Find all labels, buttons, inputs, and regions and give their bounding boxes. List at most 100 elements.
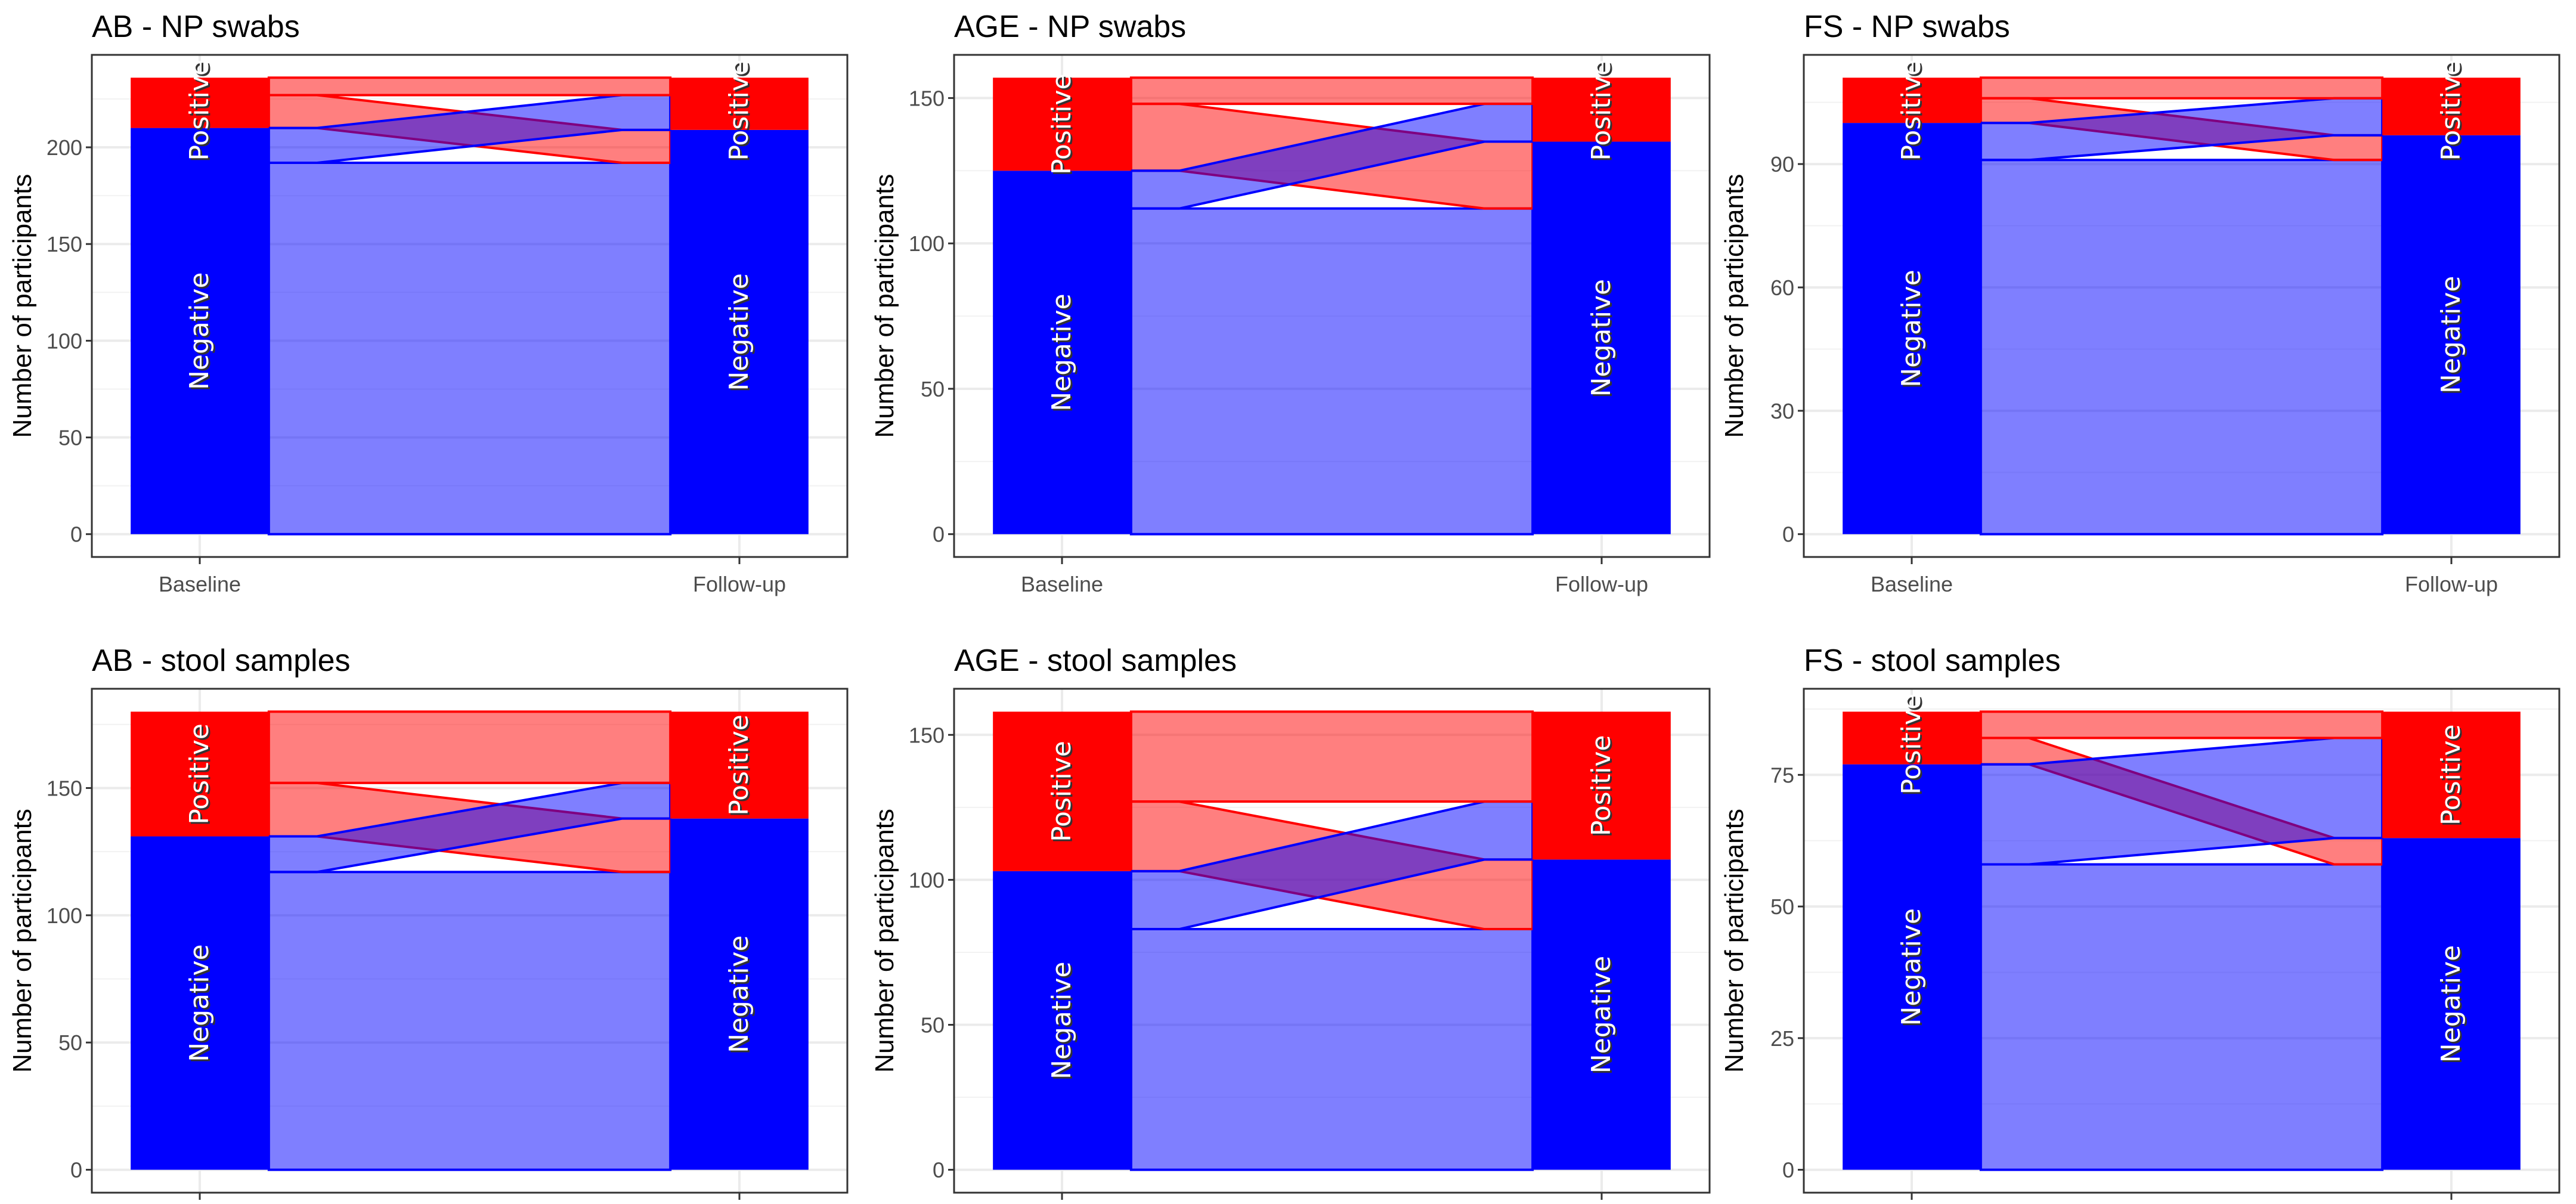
stratum-negative-baseline	[993, 171, 1131, 534]
chart-title: FS - NP swabs	[1804, 10, 2010, 44]
chart-panel: AB - stool samples Positive Negative Positi…	[8, 643, 849, 1200]
stratum-label: Negative	[2436, 945, 2466, 1063]
panel-border	[1803, 54, 2560, 558]
y-tick-label: 100	[909, 868, 945, 892]
y-tick-label: 50	[58, 426, 82, 450]
y-tick-label: 0	[1782, 1158, 1794, 1183]
stratum-negative-follow-up	[1532, 141, 1671, 534]
y-tick-label: 75	[1770, 763, 1794, 787]
y-tick-label: 60	[1770, 276, 1794, 300]
stratum-label: Negative	[1586, 956, 1617, 1073]
stratum-label: Positive	[1586, 60, 1617, 161]
y-axis-title: Number of participants	[8, 809, 37, 1073]
chart-title: AGE - stool samples	[954, 643, 1237, 678]
y-tick-label: 150	[47, 232, 82, 256]
stratum-label: Negative	[724, 273, 754, 391]
y-tick-label: 50	[921, 1013, 945, 1037]
stratum-label: Positive	[184, 723, 215, 825]
stratum-label: Positive	[1896, 694, 1927, 795]
x-tick-label: Baseline	[1871, 572, 1953, 596]
stratum-label: Positive	[2436, 60, 2466, 161]
x-tick-label: Follow-up	[1555, 572, 1648, 596]
y-axis-title: Number of participants	[870, 809, 899, 1073]
flow-positive-to-positive	[267, 76, 672, 97]
stratum-positive-baseline	[1843, 711, 1981, 765]
stratum-positive-baseline	[131, 711, 269, 837]
chart-title: AGE - NP swabs	[954, 10, 1186, 44]
y-tick-label: 0	[70, 1158, 82, 1183]
stratum-label: Negative	[2436, 276, 2466, 394]
y-tick-label: 0	[933, 1158, 945, 1183]
flow-positive-to-positive	[1129, 710, 1534, 803]
stratum-positive-follow-up	[1532, 711, 1671, 860]
stratum-label: Negative	[1046, 293, 1077, 411]
y-tick-label: 50	[58, 1030, 82, 1055]
flow-negative-to-negative	[267, 871, 672, 1171]
stratum-label: Negative	[1896, 908, 1927, 1026]
flow-positive-to-positive	[267, 710, 672, 784]
y-tick-label: 30	[1770, 399, 1794, 423]
stratum-label: Negative	[1586, 279, 1617, 397]
flow-negative-to-negative	[1129, 928, 1534, 1171]
stratum-negative-baseline	[1843, 123, 1981, 534]
x-tick-label: Follow-up	[693, 572, 786, 596]
y-tick-label: 90	[1770, 152, 1794, 177]
panel-border	[953, 54, 1711, 558]
y-tick-label: 50	[1770, 895, 1794, 919]
chart-panel: AGE - NP swabs Positive Negative Positive Ne…	[870, 10, 1711, 596]
flow-negative-to-negative	[1129, 207, 1534, 536]
stratum-negative-baseline	[131, 128, 269, 534]
y-axis-title: Number of participants	[8, 174, 37, 438]
stratum-label: Positive	[724, 60, 754, 161]
panel-border	[91, 54, 849, 558]
y-tick-label: 150	[47, 776, 82, 800]
flow-positive-to-positive	[1129, 76, 1534, 106]
y-tick-label: 150	[909, 86, 945, 110]
stratum-negative-baseline	[993, 871, 1131, 1170]
chart-title: FS - stool samples	[1804, 643, 2061, 678]
stratum-label: Negative	[1896, 270, 1927, 387]
panel-border	[953, 688, 1711, 1194]
stratum-label: Positive	[1046, 741, 1077, 842]
stratum-positive-baseline	[993, 78, 1131, 171]
stratum-negative-baseline	[131, 836, 269, 1170]
panel-border	[91, 688, 849, 1194]
y-tick-label: 150	[909, 723, 945, 747]
stratum-positive-follow-up	[2382, 711, 2521, 838]
stratum-label: Negative	[184, 272, 215, 389]
stratum-negative-follow-up	[2382, 135, 2521, 534]
y-tick-label: 50	[921, 377, 945, 401]
stratum-positive-follow-up	[670, 78, 809, 130]
flow-negative-to-negative	[1979, 159, 2384, 536]
chart-panel: FS - NP swabs Positive Negative Positive Neg…	[1720, 10, 2560, 596]
stratum-label: Positive	[724, 714, 754, 816]
stratum-label: Positive	[2436, 725, 2466, 826]
stratum-positive-baseline	[1843, 78, 1981, 123]
stratum-positive-follow-up	[1532, 78, 1671, 142]
x-tick-label: Baseline	[1021, 572, 1103, 596]
y-tick-label: 0	[1782, 522, 1794, 547]
stratum-positive-follow-up	[2382, 78, 2521, 135]
stratum-label: Negative	[724, 935, 754, 1053]
stratum-positive-baseline	[131, 78, 269, 128]
stratum-label: Positive	[1586, 735, 1617, 837]
y-axis-title: Number of participants	[1720, 809, 1749, 1073]
flow-negative-to-negative	[1979, 863, 2384, 1171]
chart-title: AB - NP swabs	[92, 10, 300, 44]
y-tick-label: 100	[909, 231, 945, 256]
x-tick-label: Baseline	[159, 572, 241, 596]
chart-title: AB - stool samples	[92, 643, 351, 678]
y-tick-label: 25	[1770, 1026, 1794, 1051]
stratum-label: Positive	[184, 60, 215, 161]
stratum-negative-follow-up	[670, 129, 809, 534]
stratum-label: Negative	[184, 944, 215, 1061]
stratum-negative-follow-up	[670, 818, 809, 1170]
flow-negative-to-negative	[267, 161, 672, 536]
stratum-label: Negative	[1046, 961, 1077, 1079]
stratum-negative-follow-up	[1532, 859, 1671, 1170]
panel-border	[1803, 688, 2560, 1194]
y-tick-label: 100	[47, 903, 82, 928]
stratum-label: Positive	[1896, 60, 1927, 161]
y-axis-title: Number of participants	[1720, 174, 1749, 438]
chart-panel: AGE - stool samples Positive Negative Posit…	[870, 643, 1711, 1200]
